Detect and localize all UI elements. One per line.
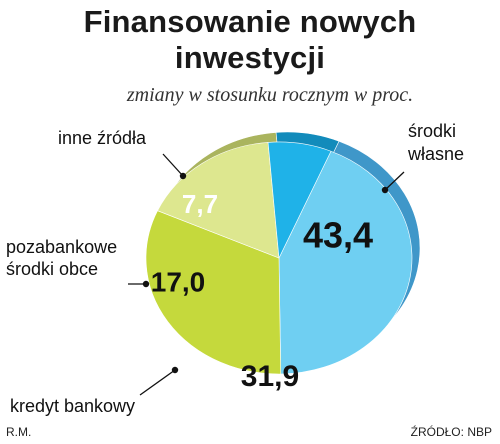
value-label-inne-r-d-a: 7,7 [182, 189, 218, 219]
source-credit: ŹRÓDŁO: NBP [410, 425, 492, 439]
leader-line-srodki-wlasne [384, 171, 405, 191]
leader-line-inne-zrodla [162, 153, 184, 177]
leader-line-kredyt-bankowy [139, 369, 176, 396]
leader-dot-kredyt-bankowy [171, 366, 179, 374]
pie-slice--rodki-w-asne [278, 150, 413, 375]
leader-dot-inne-zrodla [179, 172, 187, 180]
value-label-kredyt-bankowy: 31,9 [241, 360, 299, 393]
value-label-pozabankowe-rodki-obce: 17,0 [151, 266, 206, 297]
slice-label-kredyt-bankowy: kredyt bankowy [10, 396, 136, 416]
leader-dot-srodki-wlasne [381, 186, 389, 194]
value-label--rodki-w-asne: 43,4 [303, 215, 373, 256]
chart-title-line-2: inwestycji [174, 40, 326, 75]
chart-title-line-1: Finansowanie nowych [83, 4, 417, 39]
pie-slice-pozabankowe-rodki-obce [157, 142, 280, 259]
chart-subtitle: zmiany w stosunku rocznym w proc. [126, 84, 414, 106]
slice-label-pozabankowe-line-1: pozabankowe [6, 237, 118, 257]
slice-label-srodki-wlasne-line-1: środki [408, 121, 457, 141]
leader-dot-pozabankowe [142, 280, 150, 288]
slice-label-inne-zrodla: inne źródła [58, 128, 147, 148]
slice-label-pozabankowe-line-2: środki obce [6, 259, 99, 279]
pie-slice-inne-r-d-a [267, 141, 332, 260]
author-credit: R.M. [6, 425, 32, 439]
slice-label-srodki-wlasne-line-2: własne [408, 144, 465, 164]
pie-slice-kredyt-bankowy [145, 210, 282, 375]
